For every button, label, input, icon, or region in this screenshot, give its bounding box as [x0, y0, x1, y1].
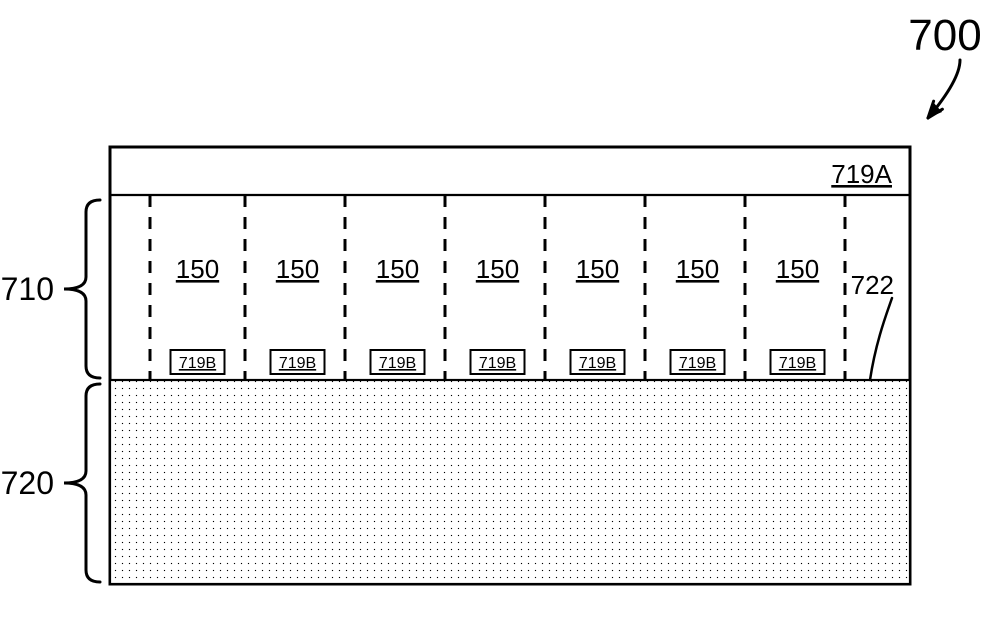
label-719B: 719B	[579, 355, 616, 372]
label-719B: 719B	[279, 355, 316, 372]
label-150: 150	[676, 254, 719, 284]
label-150: 150	[576, 254, 619, 284]
brace-720	[64, 384, 100, 582]
label-700: 700	[908, 11, 981, 60]
label-150: 150	[176, 254, 219, 284]
label-719B: 719B	[179, 355, 216, 372]
label-720: 720	[1, 465, 54, 501]
label-719B: 719B	[479, 355, 516, 372]
brace-710	[64, 200, 100, 378]
label-150: 150	[476, 254, 519, 284]
label-150: 150	[376, 254, 419, 284]
label-722: 722	[851, 270, 894, 300]
label-150: 150	[276, 254, 319, 284]
label-719B: 719B	[379, 355, 416, 372]
label-719A: 719A	[831, 159, 892, 189]
label-710: 710	[1, 271, 54, 307]
label-719B: 719B	[779, 355, 816, 372]
pointer-722	[870, 298, 892, 380]
substrate-region	[110, 380, 910, 584]
label-150: 150	[776, 254, 819, 284]
label-719B: 719B	[679, 355, 716, 372]
